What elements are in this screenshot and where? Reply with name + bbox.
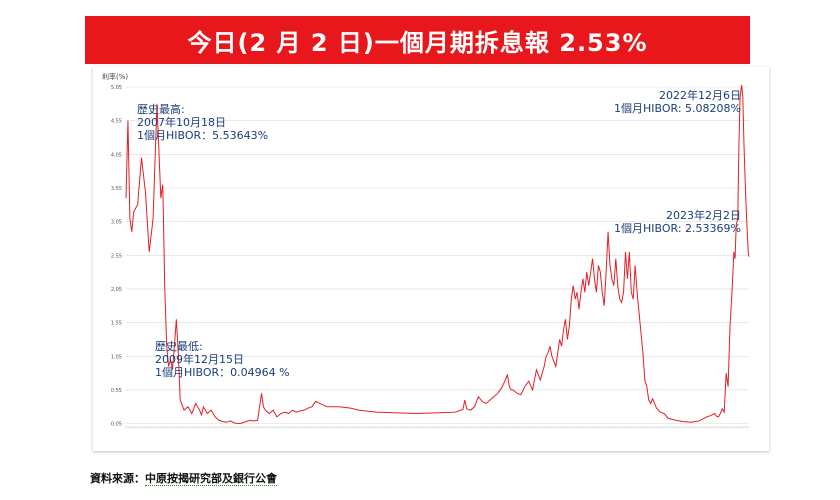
y-tick-label: 1.55 <box>111 321 122 327</box>
annotation-high-value: 1個月HIBOR：5.53643% <box>137 129 268 142</box>
annotation-peak-value: 1個月HIBOR: 5.08208% <box>614 102 741 115</box>
hibor-series-line <box>125 84 750 425</box>
y-tick-label: 1.05 <box>111 354 122 360</box>
annotation-today-value: 1個月HIBOR: 2.53369% <box>614 222 741 235</box>
annotation-high-date: 2007年10月18日 <box>137 115 226 129</box>
annotation-low-date: 2009年12月15日 <box>155 352 244 366</box>
annotation-low-value: 1個月HIBOR：0.04964 % <box>155 366 290 379</box>
annotation-high-heading: 歷史最高: <box>137 102 185 116</box>
y-axis-label: 利率(%) <box>102 72 128 81</box>
chart-title: 今日(2 月 2 日)一個月期拆息報 2.53% <box>187 28 648 57</box>
y-tick-label: 2.05 <box>111 287 122 293</box>
y-axis-ticks: 0.05 0.55 1.05 1.55 2.05 2.55 3.05 3.55 4.05 4.55… <box>111 85 122 428</box>
annotation-today-date: 2023年2月2日 <box>666 208 741 222</box>
source-prefix: 資料來源： <box>90 472 145 485</box>
annotation-low-heading: 歷史最低: <box>155 340 203 353</box>
annotation-historic-high: 歷史最高: 2007年10月18日 1個月HIBOR：5.53643% <box>137 102 268 142</box>
y-tick-label: 3.05 <box>111 220 122 226</box>
chart-panel: 0.05 0.55 1.05 1.55 2.05 2.55 3.05 3.55 4.05 4.55… <box>93 67 769 451</box>
y-tick-label: 2.55 <box>111 253 122 259</box>
annotation-historic-low: 歷史最低: 2009年12月15日 1個月HIBOR：0.04964 % <box>155 340 290 379</box>
chart-title-banner: 今日(2 月 2 日)一個月期拆息報 2.53% <box>85 16 750 64</box>
annotation-today: 2023年2月2日 1個月HIBOR: 2.53369% <box>614 208 741 235</box>
annotation-peak-date: 2022年12月6日 <box>659 88 741 102</box>
data-source-note: 資料來源：中原按揭研究部及銀行公會 <box>90 470 277 486</box>
grid-lines <box>126 86 749 424</box>
source-text: 中原按揭研究部及銀行公會 <box>145 472 277 486</box>
y-tick-label: 0.05 <box>111 422 122 428</box>
y-tick-label: 4.05 <box>111 152 122 158</box>
hibor-line-chart: 0.05 0.55 1.05 1.55 2.05 2.55 3.05 3.55 4.05 4.55… <box>102 72 750 429</box>
y-tick-label: 3.55 <box>111 186 122 192</box>
annotation-2022-peak: 2022年12月6日 1個月HIBOR: 5.08208% <box>614 88 741 115</box>
x-axis <box>125 426 749 429</box>
y-tick-label: 5.05 <box>111 85 122 91</box>
y-tick-label: 0.55 <box>111 388 122 394</box>
y-tick-label: 4.55 <box>111 119 122 125</box>
